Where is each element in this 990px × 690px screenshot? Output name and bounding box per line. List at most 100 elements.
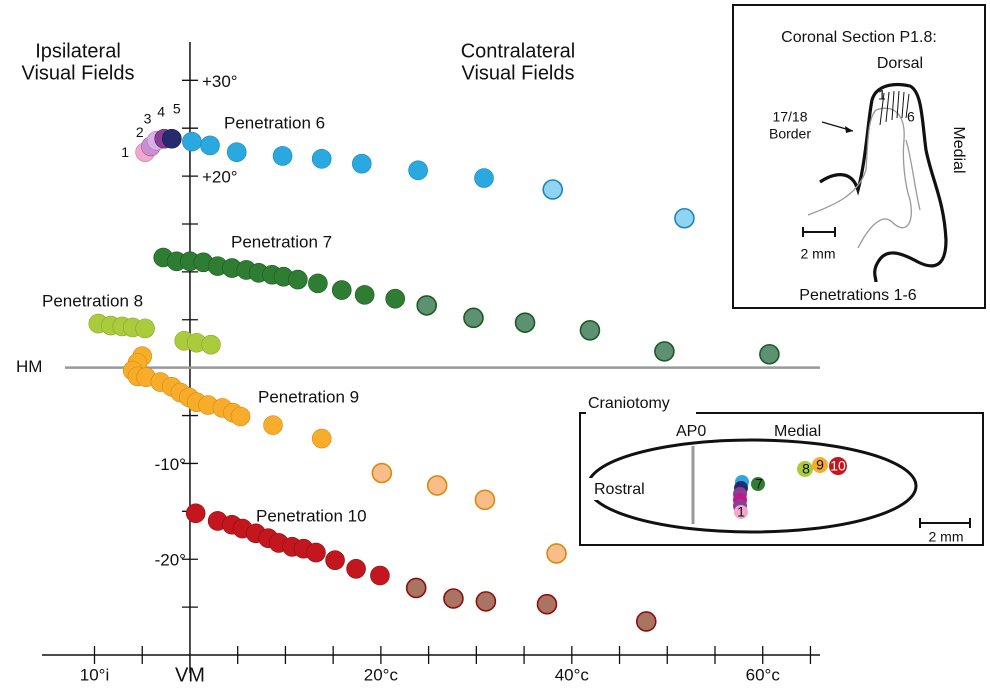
data-point — [536, 593, 558, 615]
site — [751, 477, 765, 491]
point-label: 4 — [157, 103, 165, 119]
series-label: Penetration 10 — [256, 506, 367, 525]
data-point — [263, 415, 283, 435]
y-tick-label: HM — [16, 357, 42, 376]
site-label: 9 — [816, 457, 824, 473]
x-tick-label: 60°c — [746, 665, 781, 684]
data-point — [201, 334, 221, 355]
data-point — [135, 318, 155, 339]
site — [829, 457, 847, 475]
y-tick-label: -10° — [155, 455, 186, 474]
inset-label: 17/18 — [772, 109, 807, 125]
site-label: 10 — [830, 458, 846, 474]
site-label: 7 — [755, 476, 763, 492]
data-point — [200, 135, 220, 156]
data-point — [759, 343, 780, 365]
craniotomy-inset: Craniotomy AP0 Medial Rostral 1 7 8 9 10… — [579, 395, 984, 546]
inset-label: 2 mm — [929, 529, 964, 545]
inset-label: AP0 — [676, 423, 706, 440]
x-tick-label: 20°c — [364, 665, 399, 684]
ipsi-label: Visual Fields — [21, 62, 134, 84]
penetration-tracks — [879, 90, 910, 126]
data-point — [162, 128, 182, 149]
site — [734, 505, 748, 519]
data-point — [325, 550, 345, 570]
site-label: 1 — [737, 504, 745, 520]
data-point — [230, 406, 251, 427]
inset-label: Rostral — [594, 481, 645, 498]
inset-label: Border — [769, 126, 811, 142]
gray-matter — [807, 107, 921, 249]
contra-label: Contralateral — [461, 40, 576, 62]
data-point — [308, 273, 328, 294]
data-point — [226, 142, 247, 162]
title-backing — [586, 395, 696, 415]
inset-title: Craniotomy — [588, 395, 670, 412]
data-point — [371, 462, 393, 484]
data-point — [346, 558, 366, 579]
data-point — [475, 591, 497, 612]
scale-bar — [919, 518, 971, 528]
data-point — [182, 131, 202, 152]
data-point — [405, 577, 427, 599]
inset-caption: Penetrations 1-6 — [799, 287, 917, 304]
site-label: 8 — [802, 461, 810, 477]
coronal-inset: Coronal Section P1.8: Dorsal Medial 1 6 … — [732, 4, 986, 309]
inset-label: 2 mm — [801, 246, 836, 262]
data-point — [306, 542, 326, 563]
data-point — [311, 149, 332, 169]
inset-frame — [732, 4, 986, 309]
data-point — [416, 295, 438, 316]
data-point — [408, 160, 428, 181]
data-point — [185, 503, 206, 524]
inset-title: Coronal Section P1.8: — [781, 29, 937, 46]
series-label: Penetration 9 — [258, 387, 359, 406]
series-label: Penetration 8 — [42, 291, 143, 310]
inset-label: Medial — [950, 126, 967, 173]
point-label: 1 — [121, 144, 129, 160]
site — [812, 457, 828, 473]
x-tick-label: 40°c — [555, 665, 590, 684]
data-point — [426, 475, 448, 496]
inset-label: 6 — [907, 109, 915, 125]
data-point — [443, 588, 464, 609]
inset-label: 1 — [878, 87, 886, 103]
scale-bar — [802, 227, 836, 237]
data-point — [288, 269, 308, 290]
data-point — [331, 280, 352, 300]
data-point — [463, 307, 484, 329]
site — [797, 461, 813, 477]
data-point — [635, 611, 657, 632]
data-point — [385, 288, 406, 309]
inset-label: Medial — [774, 423, 821, 440]
data-point — [474, 168, 494, 188]
y-tick-label: +20° — [202, 168, 238, 187]
data-point — [311, 428, 332, 449]
x-tick-label: 10°i — [80, 665, 109, 684]
y-tick-label: +30° — [202, 72, 238, 91]
data-point — [272, 146, 293, 166]
data-point — [354, 285, 375, 305]
data-point — [546, 543, 567, 564]
contra-label: Visual Fields — [461, 62, 574, 84]
x-axis-origin-label: VM — [175, 664, 205, 686]
data-point — [542, 179, 564, 200]
data-point — [351, 153, 372, 174]
data-point — [474, 489, 496, 511]
label-backing — [586, 478, 656, 500]
series-label: Penetration 7 — [231, 232, 332, 251]
arrowhead — [845, 126, 853, 133]
data-point — [370, 565, 390, 586]
point-label: 3 — [144, 110, 152, 126]
ipsi-label: Ipsilateral — [35, 40, 121, 62]
data-point — [514, 312, 536, 333]
data-point — [579, 320, 601, 341]
y-tick-label: -20° — [155, 551, 186, 570]
inset-label: Dorsal — [877, 55, 923, 72]
cortex-outline — [819, 82, 948, 283]
point-label: 2 — [136, 124, 144, 140]
point-label: 5 — [173, 100, 181, 116]
data-point — [674, 207, 695, 229]
